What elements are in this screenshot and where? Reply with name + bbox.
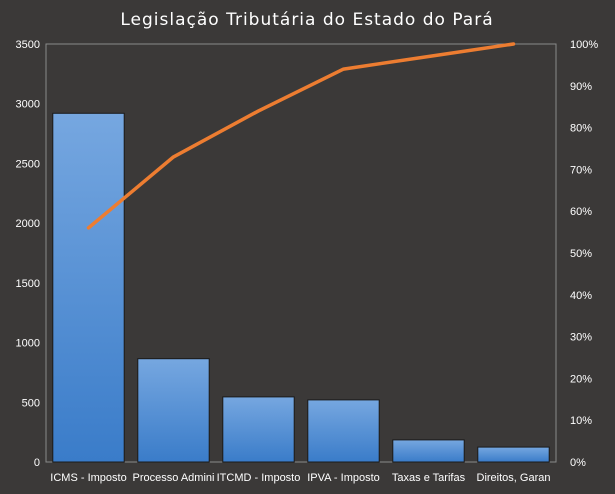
y2-tick-label: 10% [570, 415, 592, 427]
y2-tick-label: 30% [570, 332, 592, 344]
cumulative-line [86, 42, 516, 230]
y2-tick-label: 100% [570, 39, 598, 51]
y2-tick-label: 90% [570, 81, 592, 93]
y2-tick-label: 80% [570, 123, 592, 135]
y-tick-label: 3000 [16, 99, 40, 111]
x-tick-label: ITCMD - Imposto [217, 472, 301, 484]
bar [477, 446, 550, 463]
bar [222, 396, 295, 463]
x-tick-label: Processo Admini [133, 472, 215, 484]
y-tick-label: 2000 [16, 218, 40, 230]
y2-tick-label: 50% [570, 248, 592, 260]
x-axis: ICMS - Imposto Processo Admini ITCMD - Imp… [50, 472, 550, 484]
y-axis-right: 0% 10% 20% 30% 40% 50% 60% 70% 80% 90% 100% [570, 39, 598, 469]
y2-tick-label: 70% [570, 164, 592, 176]
y-tick-label: 500 [22, 397, 40, 409]
x-tick-label: Direitos, Garan [477, 472, 551, 484]
y2-tick-label: 0% [570, 457, 586, 469]
plot-area [45, 43, 557, 463]
y-tick-label: 2500 [16, 158, 40, 170]
bar [52, 112, 125, 463]
chart-title: Legislação Tributária do Estado do Pará [120, 10, 493, 30]
bar [392, 439, 465, 463]
x-tick-label: Taxas e Tarifas [392, 472, 466, 484]
y-tick-label: 1000 [16, 338, 40, 350]
y2-tick-label: 60% [570, 206, 592, 218]
cumulative-line-series [86, 42, 516, 230]
y-tick-label: 1500 [16, 278, 40, 290]
y-tick-label: 0 [34, 457, 40, 469]
bar [307, 399, 380, 463]
x-tick-label: ICMS - Imposto [50, 472, 126, 484]
y2-tick-label: 40% [570, 290, 592, 302]
bar [137, 358, 210, 463]
x-tick-label: IPVA - Imposto [307, 472, 380, 484]
y-axis-left: 0 500 1000 1500 2000 2500 3000 3500 [16, 39, 40, 469]
y-tick-label: 3500 [16, 39, 40, 51]
bar-series [52, 112, 550, 463]
y2-tick-label: 20% [570, 373, 592, 385]
